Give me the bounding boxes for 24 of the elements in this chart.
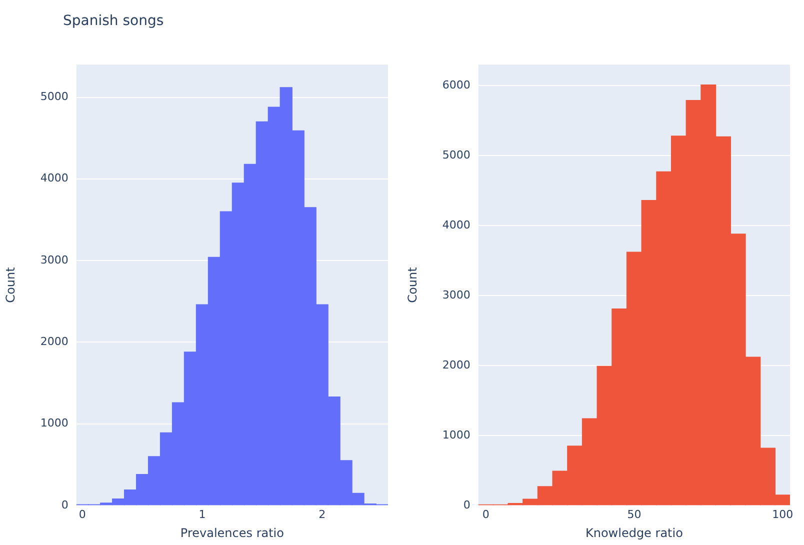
chart-title: Spanish songs — [63, 13, 164, 29]
y-tick-label: 4000 — [40, 172, 68, 185]
y-tick-label: 3000 — [442, 288, 470, 302]
x-axis-title: Knowledge ratio — [585, 526, 683, 540]
y-tick-label: 3000 — [40, 253, 68, 266]
x-tick-label: 2 — [318, 508, 326, 521]
x-tick-label: 100 — [772, 508, 794, 521]
y-tick-label: 1000 — [442, 428, 470, 442]
y-tick-label: 1000 — [40, 416, 68, 430]
y-axis-title: Count — [405, 266, 420, 303]
y-tick-label: 5000 — [442, 148, 470, 162]
y-tick-label: 2000 — [40, 335, 68, 348]
y-axis-title: Count — [3, 266, 18, 303]
y-tick-label: 5000 — [40, 90, 68, 104]
x-tick-label: 50 — [627, 508, 642, 521]
y-tick-label: 0 — [61, 498, 68, 512]
y-tick-label: 6000 — [442, 78, 470, 92]
y-tick-label: 4000 — [442, 218, 470, 232]
y-tick-label: 2000 — [442, 358, 470, 372]
x-tick-label: 1 — [198, 508, 206, 521]
x-tick-label: 0 — [482, 508, 490, 521]
y-tick-label: 0 — [463, 498, 470, 512]
x-axis-title: Prevalences ratio — [180, 526, 284, 540]
x-tick-label: 0 — [78, 508, 86, 521]
